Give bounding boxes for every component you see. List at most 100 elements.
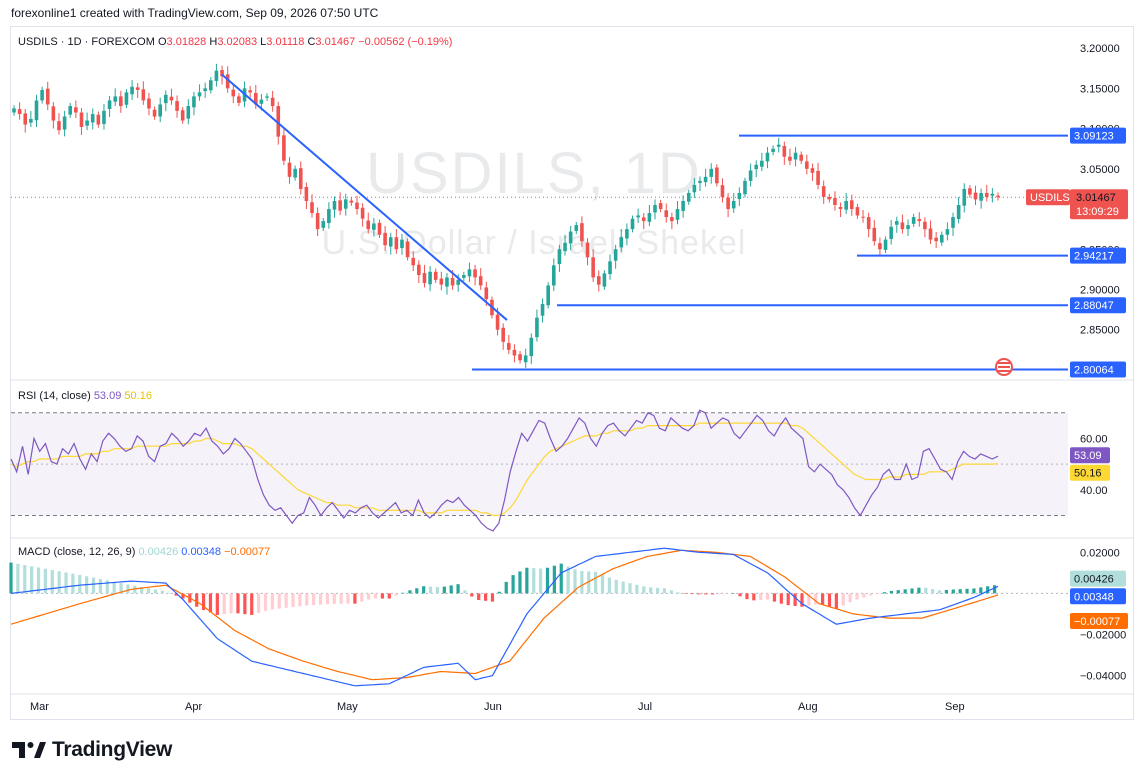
macd-histogram-bar (986, 586, 990, 594)
candle-body (821, 186, 826, 197)
macd-histogram-bar (257, 593, 261, 613)
candle-body (580, 223, 584, 242)
macd-tick-label: 0.02000 (1080, 547, 1120, 559)
candle-body (74, 107, 78, 113)
rsi-legend-label: RSI (14, close) (18, 390, 91, 402)
candle-body (428, 271, 432, 285)
us-flag-stripe (998, 362, 1010, 364)
candle-body (135, 87, 140, 90)
macd-histogram-bar (944, 589, 949, 594)
macd-histogram-bar (559, 563, 563, 594)
macd-histogram-bar (277, 593, 281, 609)
macd-histogram-bar (243, 593, 247, 615)
macd-histogram-bar (318, 593, 323, 605)
macd-histogram-bar (903, 589, 907, 594)
candle-body (29, 118, 33, 123)
rsi-ma-line (10, 422, 999, 517)
macd-histogram-bar (284, 593, 288, 608)
macd-signal-tag-bg (1070, 612, 1128, 629)
candle-body (343, 199, 348, 209)
candle-body (197, 92, 202, 97)
macd-histogram-bar (339, 593, 343, 604)
candle-body (906, 225, 910, 230)
candle-body (214, 70, 219, 81)
macd-histogram-bar (360, 593, 364, 602)
macd-histogram-bar (552, 565, 556, 594)
macd-histogram-bar (483, 593, 488, 601)
macd-legend-label: MACD (close, 12, 26, 9) (18, 546, 136, 558)
legend-close-label: C (307, 36, 316, 48)
price-tick-label: 2.85000 (1080, 325, 1120, 337)
macd-histogram-bar (174, 593, 178, 596)
legend-open-label: O (157, 36, 167, 48)
macd-histogram-bar (312, 593, 316, 606)
candle-body (51, 106, 56, 121)
macd-histogram-bar (50, 569, 54, 594)
macd-histogram-bar (456, 584, 460, 594)
us-flag-stripe (998, 370, 1010, 372)
candle-body (298, 168, 303, 189)
watermark-symbol: USDILS, 1D (366, 141, 702, 206)
candle-body (237, 96, 241, 103)
macd-histogram-bar (786, 593, 790, 606)
macd-histogram-bar (745, 593, 749, 600)
macd-histogram-bar (594, 571, 598, 594)
candle-body (377, 222, 382, 235)
candle-body (248, 90, 252, 93)
macd-histogram-bar (690, 593, 694, 595)
candle-body (186, 106, 191, 119)
tradingview-logo[interactable]: TradingView (12, 738, 172, 762)
candle-body (40, 89, 44, 101)
candle-body (681, 200, 685, 211)
candle-body (709, 168, 714, 177)
candle-body (315, 213, 320, 230)
macd-histogram-bar (222, 593, 226, 615)
candle-body (726, 197, 730, 210)
candle-body (383, 232, 387, 246)
macd-histogram-bar (793, 593, 797, 606)
macd-histogram-bar (229, 593, 233, 614)
candle-body (400, 239, 404, 248)
macd-legend-hist: 0.00426 (138, 546, 179, 558)
macd-histogram-bar (380, 593, 385, 599)
rsi-legend-ma: 50.16 (124, 390, 152, 402)
candle-body (355, 202, 359, 210)
candle-body (934, 237, 938, 242)
macd-histogram-bar (752, 593, 756, 601)
candle-body (321, 221, 326, 228)
macd-histogram-bar (525, 567, 529, 594)
candle-body (647, 213, 652, 222)
macd-histogram-bar (951, 589, 955, 594)
candle-body (180, 110, 185, 121)
candle-body (928, 228, 933, 240)
candle-body (911, 217, 916, 224)
macd-histogram-bar (387, 593, 391, 599)
candle-body (951, 217, 955, 228)
candle-body (439, 278, 444, 285)
time-tick-label: Aug (798, 701, 818, 713)
candle-body (17, 109, 22, 115)
macd-histogram-bar (566, 566, 570, 594)
macd-histogram-bar (64, 572, 68, 594)
macd-histogram-bar (972, 588, 976, 594)
candle-body (119, 96, 123, 107)
macd-histogram-bar (463, 590, 467, 594)
time-tick-label: Apr (185, 701, 202, 713)
macd-histogram-bar (195, 593, 199, 607)
macd-histogram-bar (759, 593, 763, 600)
candle-body (563, 242, 567, 252)
rsi-value-tag-bg (1070, 447, 1110, 464)
price-tick-label: 3.15000 (1080, 83, 1120, 95)
macd-histogram-bar (573, 569, 577, 594)
candle-body (360, 207, 365, 219)
candle-body (34, 100, 39, 121)
macd-histogram-bar (119, 583, 123, 594)
candle-body (771, 148, 775, 153)
macd-histogram-bar (298, 593, 302, 607)
candle-body (209, 80, 213, 91)
candle-body (293, 168, 297, 178)
legend-symbol: USDILS · 1D · FOREXCOM (18, 36, 155, 48)
candle-body (113, 96, 118, 102)
macd-histogram-bar (889, 590, 893, 594)
